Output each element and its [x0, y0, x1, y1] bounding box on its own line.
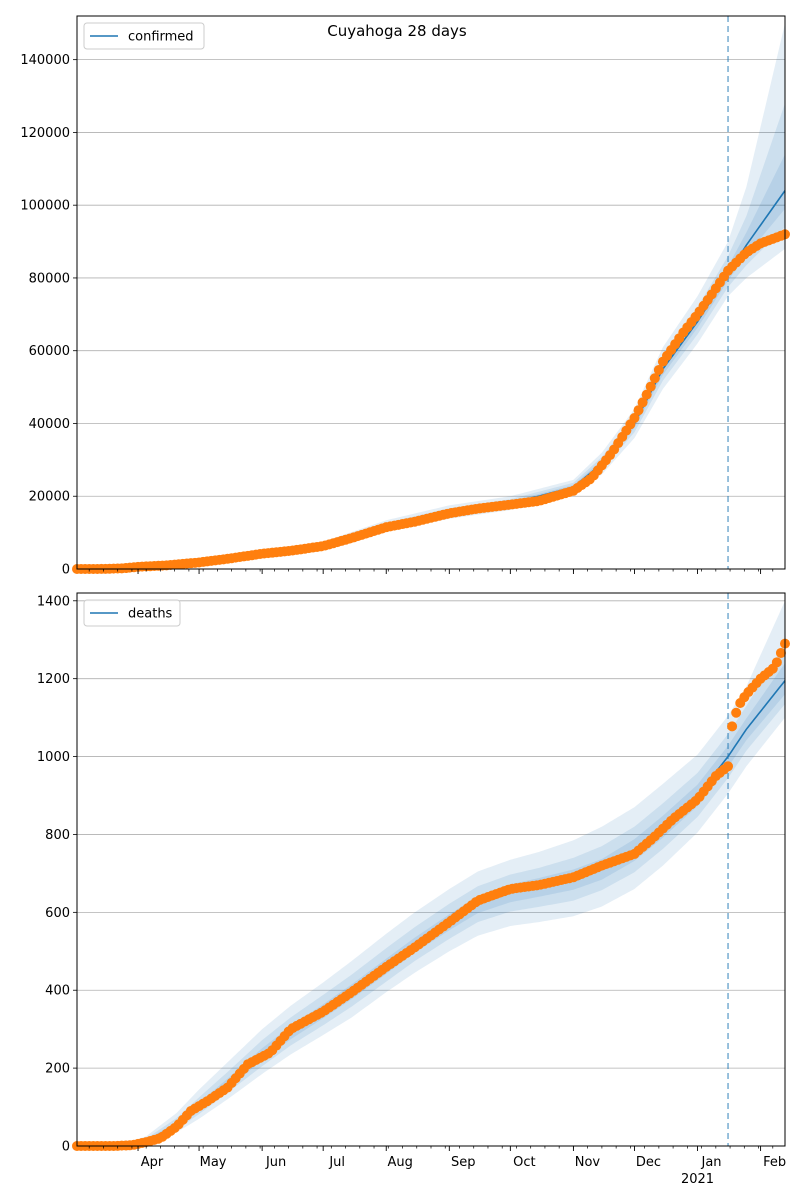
y-tick-label: 60000 [29, 344, 70, 359]
observed-point [641, 389, 652, 400]
y-tick-label: 80000 [29, 271, 70, 286]
y-tick-label: 600 [45, 906, 70, 921]
y-tick-label: 100000 [20, 199, 70, 214]
y-tick-label: 0 [62, 563, 70, 578]
x-tick-label: Nov [575, 1155, 601, 1170]
x-tick-label: Jun [265, 1155, 286, 1170]
axes-frame [76, 15, 786, 570]
x-tick-label: Dec [636, 1155, 661, 1170]
legend-label: deaths [128, 607, 173, 622]
x-tick-label: Feb [763, 1155, 786, 1170]
y-tick-label: 40000 [29, 417, 70, 432]
observed-point [629, 413, 640, 424]
x-tick-label: Aug [388, 1155, 413, 1170]
y-tick-label: 0 [62, 1140, 70, 1155]
x-tick-label: Jul [328, 1155, 345, 1170]
observed-point [637, 397, 648, 408]
legend: confirmed [83, 22, 205, 50]
y-tick-label: 1400 [37, 594, 70, 609]
y-tick-label: 1000 [37, 750, 70, 765]
legend-frame [83, 22, 205, 50]
bottom-panel: 0 200 400 600 800 1000 1200 1400 Apr May Jun Jul Aug… [37, 592, 790, 1187]
legend-label: confirmed [128, 30, 194, 45]
figure-title: Cuyahoga 28 days [327, 22, 467, 40]
y-tick-label: 140000 [20, 53, 70, 68]
observed-point [653, 364, 664, 375]
legend: deaths [83, 599, 181, 627]
x-tick-label: Sep [451, 1155, 476, 1170]
observed-point [775, 647, 786, 658]
y-tick-label: 20000 [29, 490, 70, 505]
credible-band-outer [77, 23, 785, 569]
top-panel: 0 20000 40000 60000 80000 100000 120000 140000 c… [20, 15, 790, 578]
x-tick-label: May [200, 1155, 227, 1170]
y-tick-label: 200 [45, 1062, 70, 1077]
observed-point [723, 761, 734, 772]
observed-point [633, 405, 644, 416]
observed-point [649, 373, 660, 384]
legend-frame [83, 599, 181, 627]
x-tick-label: Jan [700, 1155, 721, 1170]
x-tick-label: Oct [513, 1155, 535, 1170]
observed-point [771, 657, 782, 668]
y-tick-label: 1200 [37, 672, 70, 687]
y-tick-label: 400 [45, 984, 70, 999]
axes-frame [76, 592, 786, 1147]
y-tick-label: 120000 [20, 126, 70, 141]
observed-point [731, 707, 742, 718]
x-tick-label: Apr [141, 1155, 164, 1170]
y-tick-label: 800 [45, 828, 70, 843]
credible-band-outer [77, 600, 785, 1146]
credible-band-middle [77, 643, 785, 1146]
x-year-label: 2021 [681, 1172, 714, 1187]
observed-point [645, 381, 656, 392]
observed-point [727, 721, 738, 732]
